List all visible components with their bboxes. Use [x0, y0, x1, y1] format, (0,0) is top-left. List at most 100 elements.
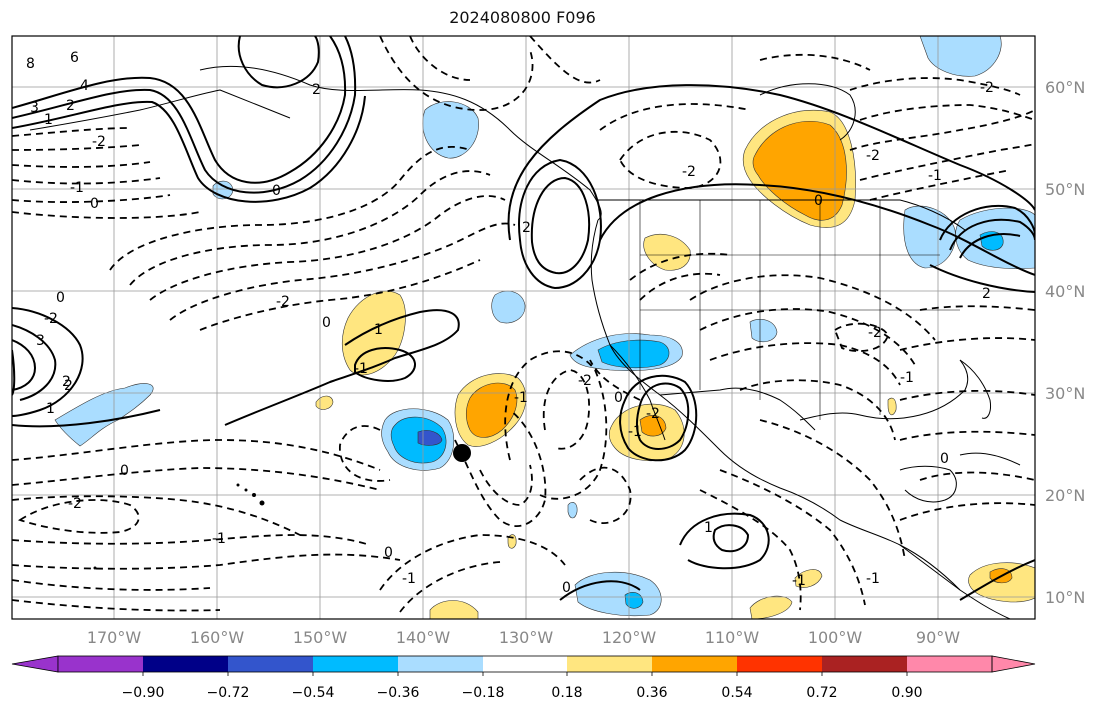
- lat-label: 30°N: [1045, 384, 1085, 403]
- lat-label: 10°N: [1045, 588, 1085, 607]
- shade-light-blue-west: [54, 383, 154, 447]
- contour-label: -1: [900, 370, 914, 386]
- colorbar-ticks: [142, 672, 908, 676]
- contour-label: -2: [646, 406, 660, 422]
- colorbar-max-extension: [991, 655, 1036, 673]
- contour-label: -2: [866, 148, 880, 164]
- contour-label: 8: [26, 56, 35, 72]
- contour-label: 0: [562, 580, 571, 596]
- shade-light-blue-nw: [919, 36, 1002, 77]
- contour-label: 0: [614, 390, 623, 406]
- shade-light-blue-small2: [491, 290, 526, 324]
- graticule: [12, 36, 1035, 619]
- lon-label: 170°W: [87, 628, 142, 647]
- na-west-coast: [590, 219, 961, 591]
- contour-label: 0: [120, 463, 129, 479]
- contour-label: 0: [322, 315, 331, 331]
- longitude-labels: 170°W 160°W 150°W 140°W 130°W 120°W 110°…: [87, 628, 960, 647]
- contour-label: -2: [980, 80, 994, 96]
- colorbar-bin: [143, 656, 228, 672]
- dashed-contours: [12, 36, 1035, 613]
- map-title: 2024080800 F096: [449, 8, 596, 27]
- lon-label: 120°W: [602, 628, 657, 647]
- contour-label: 0: [90, 196, 99, 212]
- contour-label: -1: [70, 180, 84, 196]
- contour-label: 1: [46, 401, 55, 417]
- alaska-coast: [199, 65, 602, 221]
- contour-label: 3: [36, 333, 45, 349]
- contour-label: 4: [80, 78, 89, 94]
- contour-label: 2: [312, 82, 321, 98]
- colorbar-bin: [398, 656, 483, 672]
- lon-label: 160°W: [190, 628, 245, 647]
- baja: [609, 344, 666, 441]
- contour-label: -1: [928, 168, 942, 184]
- contour-label: 0: [56, 290, 65, 306]
- us-mexico-border: [659, 387, 816, 431]
- shade-yellow-south2: [749, 595, 793, 619]
- contour-label: -1: [628, 424, 642, 440]
- aleutians: [29, 89, 291, 131]
- shade-yellow-south1: [429, 600, 479, 619]
- contour-label: 2: [982, 286, 991, 302]
- colorbar-bin: [313, 656, 398, 672]
- contour-label: 6: [70, 50, 79, 66]
- colorbar-min-extension: [11, 655, 59, 673]
- shade-light-blue-alaska: [422, 101, 479, 159]
- contour-label: -2: [44, 311, 58, 327]
- lat-label: 20°N: [1045, 486, 1085, 505]
- contour-label: 2: [522, 220, 531, 236]
- islands: [93, 483, 265, 570]
- contour-label: 2: [64, 378, 73, 394]
- yucatan: [899, 465, 957, 503]
- lon-label: 150°W: [293, 628, 348, 647]
- colorbar-tick-label: 0.54: [721, 685, 752, 701]
- colorbar-bin: [228, 656, 313, 672]
- colorbar: −0.90 −0.72 −0.54 −0.36 −0.18 0.18 0.36 …: [11, 655, 1036, 701]
- lat-label: 40°N: [1045, 282, 1085, 301]
- contour-label: -2: [92, 134, 106, 150]
- colorbar-tick-label: 0.90: [891, 685, 922, 701]
- contour-lines: [12, 36, 1035, 613]
- lat-label: 50°N: [1045, 180, 1085, 199]
- cuba: [959, 452, 1021, 466]
- colorbar-tick-label: 0.72: [806, 685, 837, 701]
- shade-orange-hawaii-ne: [465, 382, 518, 438]
- shade-yellow-gulf: [887, 397, 897, 416]
- contour-label: -1: [402, 571, 416, 587]
- shade-yellow-wyoming: [643, 234, 691, 271]
- contour-label: 2: [62, 374, 71, 390]
- colorbar-bin: [737, 656, 822, 672]
- colorbar-tick-labels: −0.90 −0.72 −0.54 −0.36 −0.18 0.18 0.36 …: [122, 685, 923, 701]
- colorbar-bin: [58, 656, 143, 672]
- gulf-coast: [799, 359, 969, 421]
- lon-label: 140°W: [396, 628, 451, 647]
- lon-label: 110°W: [705, 628, 760, 647]
- shade-light-blue-tiny: [567, 502, 578, 519]
- colorbar-bin: [822, 656, 907, 672]
- coastlines: [29, 65, 1021, 619]
- contour-label: -1: [866, 571, 880, 587]
- hudson-bay: [759, 83, 856, 141]
- central-america: [899, 544, 1011, 619]
- contour-label: 1: [704, 520, 713, 536]
- solid-contours: [12, 36, 1035, 601]
- colorbar-bin: [652, 656, 737, 672]
- contour-label: -2: [276, 294, 290, 310]
- latitude-labels: 60°N 50°N 40°N 30°N 20°N 10°N: [1045, 78, 1085, 607]
- colorbar-bin: [907, 656, 992, 672]
- contour-label: -1: [354, 361, 368, 377]
- contour-label: 1: [374, 322, 383, 338]
- contour-label: -2: [868, 325, 882, 341]
- colorbar-tick-label: −0.18: [462, 685, 505, 701]
- contour-label: -1: [212, 531, 226, 547]
- colorbar-bin: [483, 656, 567, 672]
- contour-label: 0: [940, 451, 949, 467]
- contour-label: 1: [44, 112, 53, 128]
- contour-label: -1: [792, 573, 806, 589]
- contour-label: -2: [578, 373, 592, 389]
- anomaly-shading: [54, 36, 1035, 619]
- shade-orange-mexico: [639, 415, 667, 437]
- us-canada-border: [598, 199, 966, 231]
